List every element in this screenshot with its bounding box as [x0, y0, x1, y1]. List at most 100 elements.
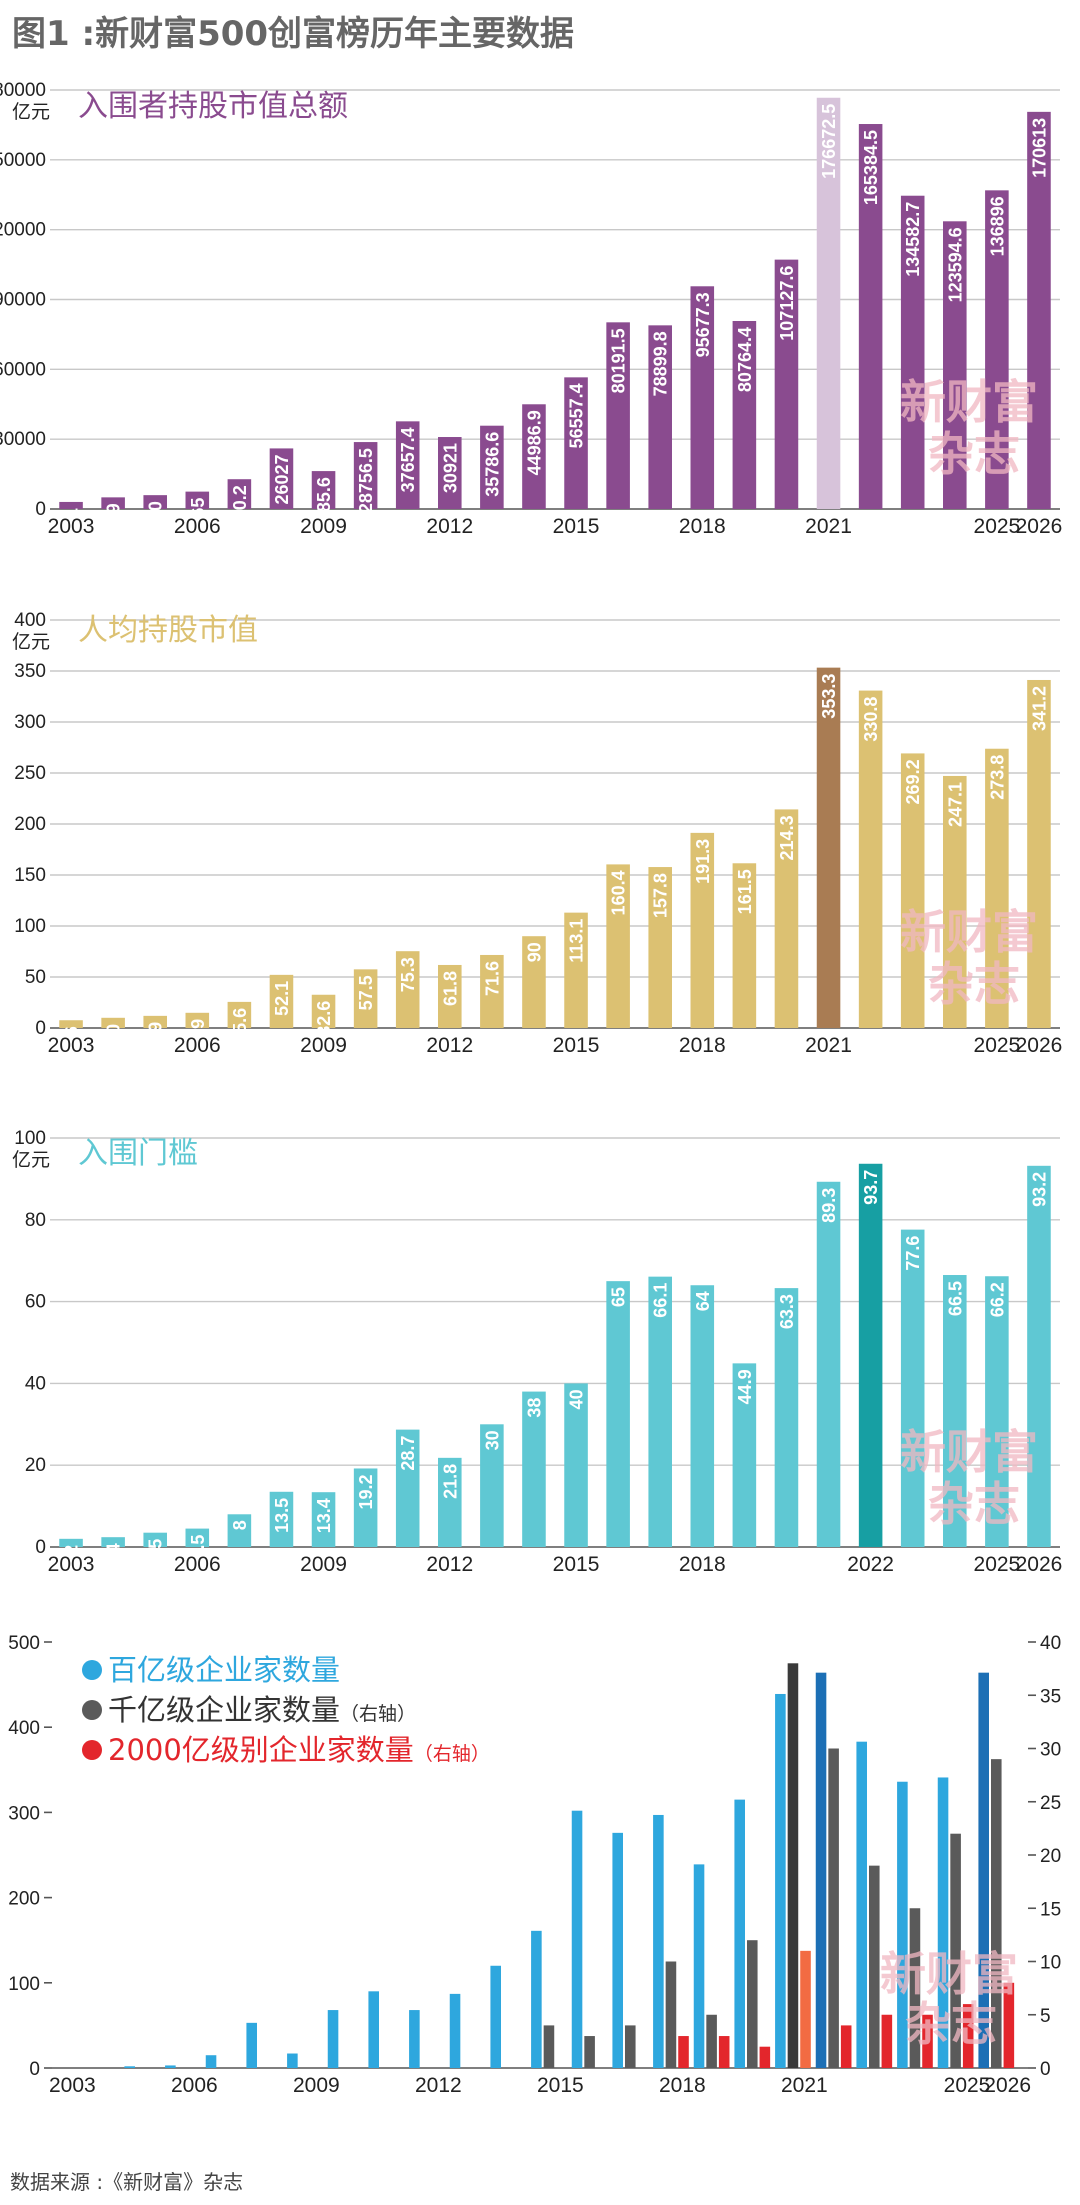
- bar-label: 57.5: [356, 975, 376, 1010]
- bar: [732, 863, 757, 1028]
- bar: [897, 1781, 908, 2068]
- bar: [943, 1275, 967, 1547]
- x-tick-label: 2003: [48, 1034, 95, 1057]
- bar-label: 38: [783, 1637, 803, 1657]
- bar: [985, 1276, 1009, 1547]
- bar: [624, 2025, 636, 2068]
- bar: [950, 1833, 961, 2068]
- bar: [571, 1810, 583, 2068]
- right-y-tick-label: 15: [1040, 1899, 1061, 1920]
- x-tick-label: 2009: [293, 2074, 340, 2097]
- bar: [606, 864, 630, 1028]
- bar: [143, 1015, 167, 1028]
- bar: [612, 1832, 623, 2068]
- bar: [480, 425, 504, 509]
- bar: [269, 974, 294, 1028]
- bar-label: 12800.2: [230, 485, 250, 550]
- bar: [531, 1930, 542, 2068]
- y-tick-label: 120000: [0, 220, 46, 241]
- bar: [840, 2025, 852, 2068]
- bar-label: 5: [877, 1999, 897, 2009]
- bar-label: 5: [918, 1999, 938, 2009]
- bar: [665, 1961, 677, 2068]
- x-tick-label: 2018: [679, 515, 726, 538]
- x-tick-label: 2025: [974, 1034, 1021, 1057]
- watermark-text: 杂志: [928, 957, 1020, 1011]
- bar: [706, 2014, 717, 2068]
- bar-label: 21.8: [440, 1464, 460, 1499]
- bar: [227, 479, 252, 509]
- x-tick-label: 2003: [48, 515, 95, 538]
- right-y-tick-label: 20: [1040, 1846, 1061, 1867]
- bar-label: 315: [730, 1764, 750, 1794]
- bar-label: 464: [974, 1637, 994, 1667]
- y-tick-label: 250: [14, 763, 46, 784]
- bar-label: 161.5: [735, 869, 755, 914]
- bar: [816, 1181, 841, 1547]
- bar-label: 2: [755, 2031, 775, 2041]
- bar-label: 176672.5: [819, 104, 839, 179]
- bar-label: 28.7: [398, 1436, 418, 1471]
- bar: [480, 954, 504, 1028]
- bar-label: 3: [674, 2020, 694, 2030]
- bar: [395, 951, 420, 1028]
- bar: [227, 1001, 252, 1028]
- bar-label: 3: [714, 2020, 734, 2030]
- legend-entry: 千亿级企业家数量（右轴）: [108, 1693, 416, 1727]
- bar-label: 38: [524, 1398, 544, 1418]
- y-tick-label: 80: [25, 1210, 46, 1231]
- bar-label: 11: [796, 1926, 816, 1945]
- bar-label: 44986.9: [524, 410, 544, 475]
- bar-label: 29: [986, 1733, 1006, 1753]
- legend-marker: [82, 1660, 102, 1680]
- bar: [858, 1163, 883, 1547]
- y-tick-label: 20: [25, 1455, 46, 1476]
- bar: [734, 1799, 745, 2068]
- x-tick-label: 2015: [553, 1034, 600, 1057]
- bar-label: 353.3: [819, 674, 839, 719]
- legend-marker: [82, 1700, 102, 1720]
- bar: [978, 1672, 989, 2068]
- x-tick-label: 2012: [426, 1553, 473, 1576]
- bar: [856, 1741, 867, 2068]
- x-tick-label: 2006: [174, 515, 221, 538]
- bar-label: 439: [770, 1658, 790, 1688]
- bar: [800, 1950, 811, 2068]
- right-y-tick-label: 30: [1040, 1740, 1061, 1761]
- legend-marker: [82, 1740, 102, 1760]
- x-tick-label: 2012: [415, 2074, 462, 2097]
- y-tick-label: 100: [14, 916, 46, 937]
- bar-label: 66.5: [945, 1281, 965, 1316]
- bar-label: 2.4: [104, 1543, 124, 1568]
- bar: [1027, 1165, 1051, 1547]
- bar-label: 5950: [146, 501, 166, 541]
- bar: [868, 1865, 880, 2068]
- right-y-tick-label: 0: [1040, 2059, 1051, 2080]
- right-y-tick-label: 10: [1040, 1953, 1061, 1974]
- bar: [606, 322, 630, 509]
- x-tick-label: 2026: [1016, 1553, 1063, 1576]
- bar: [787, 1663, 799, 2068]
- left-y-tick-label: 500: [8, 1633, 40, 1654]
- right-y-tick-label: 40: [1040, 1633, 1061, 1654]
- bar-label: 336: [892, 1746, 912, 1776]
- bar-label: 4.5: [188, 1535, 208, 1560]
- bar: [227, 1514, 252, 1547]
- bar: [1027, 111, 1051, 509]
- bar: [690, 286, 715, 509]
- bar-label: 341: [933, 1741, 953, 1771]
- bar: [990, 1759, 1002, 2068]
- x-tick-label: 2003: [48, 1553, 95, 1576]
- bar: [648, 867, 672, 1028]
- bar: [311, 471, 336, 509]
- bar-label: 44.9: [735, 1369, 755, 1404]
- bar: [900, 753, 925, 1028]
- x-tick-label: 2012: [426, 515, 473, 538]
- x-tick-label: 2015: [553, 1553, 600, 1576]
- bar-label: 61.8: [440, 971, 460, 1006]
- bar-label: 35786.6: [482, 432, 502, 497]
- bar-label: 8: [999, 1967, 1019, 1977]
- bar: [1027, 679, 1051, 1028]
- bar-label: 7465: [188, 498, 208, 538]
- x-tick-label: 2026: [1016, 515, 1063, 538]
